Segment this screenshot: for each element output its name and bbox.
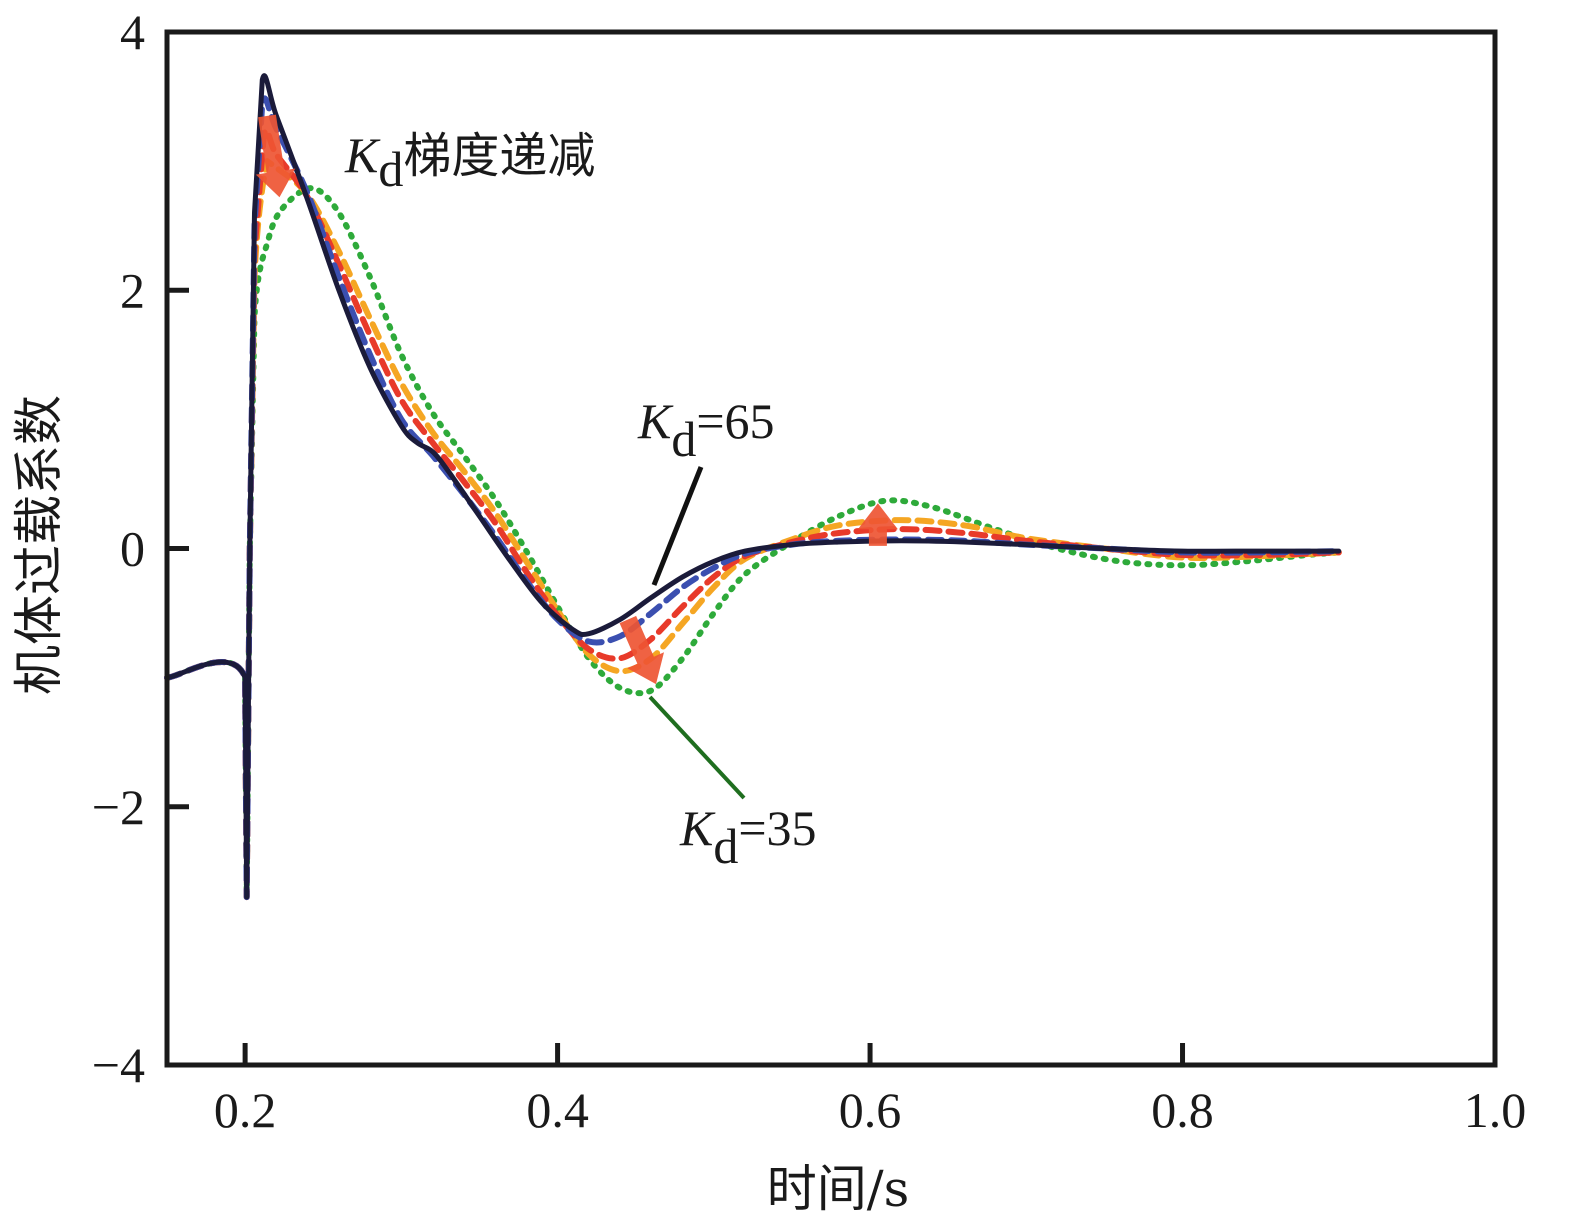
- series-line-kd35: [164, 185, 1342, 901]
- y-tick-label: 0: [120, 521, 145, 577]
- x-tick-label: 0.2: [214, 1082, 277, 1138]
- annotation-trend-k: K: [344, 127, 381, 183]
- series-line-kd40: [164, 158, 1342, 901]
- annotation-kd35: Kd=35: [679, 800, 817, 874]
- annotation-kd65-value: =65: [696, 393, 774, 449]
- y-tick-label: −4: [92, 1037, 145, 1093]
- annotation-trend-text: 梯度递减: [403, 128, 595, 184]
- trend-arrow-icon: [857, 503, 898, 546]
- arrow-layer: [255, 114, 898, 685]
- x-ticks: 0.2 0.4 0.6 0.8 1.0: [214, 1043, 1526, 1138]
- leader-line-kd65: [651, 466, 704, 586]
- annotation-kd65: Kd=65: [637, 393, 775, 467]
- x-tick-label: 0.8: [1151, 1082, 1214, 1138]
- x-tick-label: 1.0: [1464, 1082, 1527, 1138]
- leader-line-kd35: [648, 695, 746, 800]
- y-ticks: 4 2 0 −2 −4: [92, 4, 189, 1093]
- series-layer: [164, 73, 1342, 901]
- plot-frame: [164, 29, 1498, 1068]
- trend-arrow-icon: [619, 615, 664, 685]
- y-axis-title: 机体过载系数: [10, 395, 68, 695]
- series-line-kd45: [164, 127, 1342, 901]
- annotation-kd35-k: K: [679, 800, 716, 856]
- annotation-kd65-k: K: [637, 393, 674, 449]
- y-tick-label: 2: [120, 262, 145, 318]
- annotation-kd35-value: =35: [738, 800, 816, 856]
- y-tick-label: −2: [92, 779, 145, 835]
- annotation-trend: Kd梯度递减: [344, 127, 595, 197]
- annotation-kd35-sub: d: [713, 818, 738, 874]
- annotation-kd65-sub: d: [671, 411, 696, 467]
- annotation-trend-sub: d: [378, 141, 403, 197]
- series-line-kd55: [164, 95, 1342, 901]
- x-tick-label: 0.4: [526, 1082, 589, 1138]
- series-line-kd65: [164, 73, 1342, 900]
- trend-arrow-icon: [255, 114, 296, 198]
- x-tick-label: 0.6: [839, 1082, 902, 1138]
- x-axis-title: 时间/s: [767, 1160, 910, 1218]
- y-tick-label: 4: [120, 4, 145, 60]
